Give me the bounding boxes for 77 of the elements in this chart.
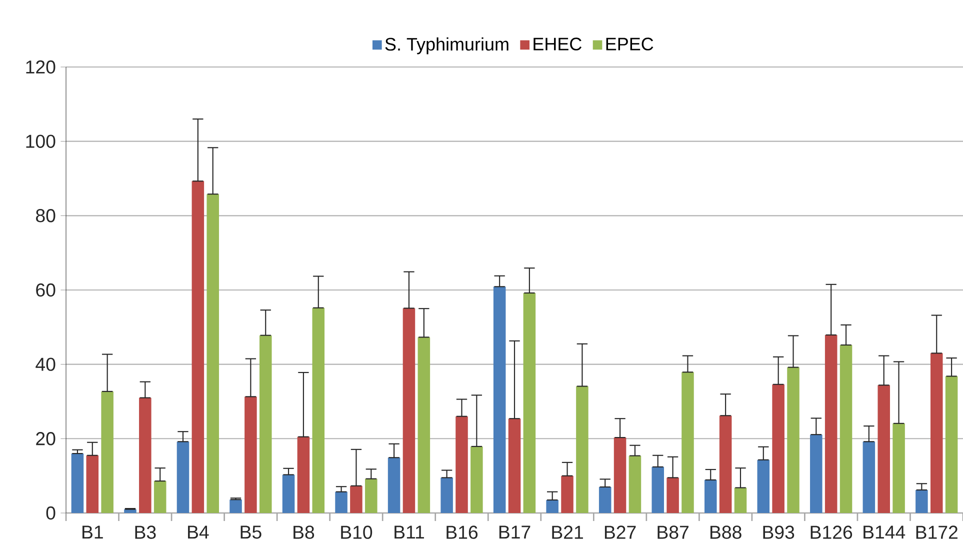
x-tick-label: B4 [188, 526, 209, 539]
bar [930, 353, 943, 513]
y-tick-label: 120 [26, 60, 56, 74]
bar [259, 335, 272, 513]
bar [840, 344, 852, 513]
bar [561, 476, 574, 513]
bar [704, 480, 717, 513]
legend-label: EHEC [534, 38, 582, 50]
bar [176, 442, 190, 513]
bar [282, 474, 295, 513]
legend-label: S. Typhimurium [385, 37, 508, 54]
bar [772, 384, 784, 513]
bar [192, 181, 204, 513]
x-tick-label: B10 [341, 526, 372, 539]
bar [230, 500, 242, 513]
bar [787, 367, 800, 513]
bar [493, 286, 506, 513]
bar [71, 454, 84, 513]
y-tick-label: 80 [36, 209, 56, 222]
bar [614, 438, 626, 513]
bar [244, 396, 257, 513]
x-tick-label: B93 [763, 526, 794, 539]
x-tick-label: B3 [135, 526, 156, 539]
bar [139, 398, 152, 513]
bar [470, 446, 483, 513]
x-tick-label: B126 [810, 526, 852, 539]
bar [523, 292, 536, 513]
y-tick-label: 40 [36, 358, 56, 371]
x-tick-label: B172 [916, 526, 958, 539]
bar [418, 337, 430, 513]
bar [546, 500, 558, 513]
bar [206, 194, 219, 513]
bar [628, 456, 642, 513]
bar [810, 434, 822, 513]
bar [652, 466, 664, 513]
y-tick-label: 0 [46, 506, 56, 520]
bar [86, 455, 99, 513]
bar [297, 436, 310, 513]
bar [388, 458, 400, 513]
bar [719, 416, 732, 513]
x-tick-label: B144 [864, 526, 906, 539]
bar [402, 308, 416, 513]
bar [576, 386, 588, 513]
x-tick-label: B88 [710, 526, 742, 539]
y-tick-label: 20 [36, 432, 56, 446]
x-tick-label: B16 [446, 526, 478, 539]
x-tick-label: B11 [394, 526, 424, 539]
x-tick-label: B27 [604, 526, 636, 539]
bar [365, 478, 378, 513]
bar [945, 376, 958, 513]
bar [916, 490, 928, 513]
bar [508, 418, 521, 513]
bar [312, 308, 325, 513]
bar [757, 460, 770, 513]
bar [440, 478, 453, 513]
x-tick-label: B5 [240, 526, 262, 539]
bar [101, 391, 114, 513]
y-tick-label: 60 [36, 283, 56, 297]
x-tick-label: B87 [658, 526, 688, 539]
bar [350, 486, 362, 513]
bar [892, 423, 905, 513]
bar [598, 486, 612, 513]
legend-label: EPEC [606, 38, 654, 50]
bar [666, 478, 679, 513]
bar [335, 492, 348, 513]
bar [734, 488, 747, 513]
y-tick-label: 100 [26, 134, 56, 148]
x-tick-label: B8 [294, 526, 314, 539]
bar [878, 385, 890, 513]
bar [682, 372, 694, 513]
x-tick-label: B21 [552, 526, 583, 539]
bar [824, 334, 838, 513]
bar [862, 442, 876, 513]
bar [456, 416, 468, 513]
x-tick-label: B17 [499, 526, 530, 539]
bar [154, 481, 166, 513]
x-tick-label: B1 [82, 526, 103, 539]
